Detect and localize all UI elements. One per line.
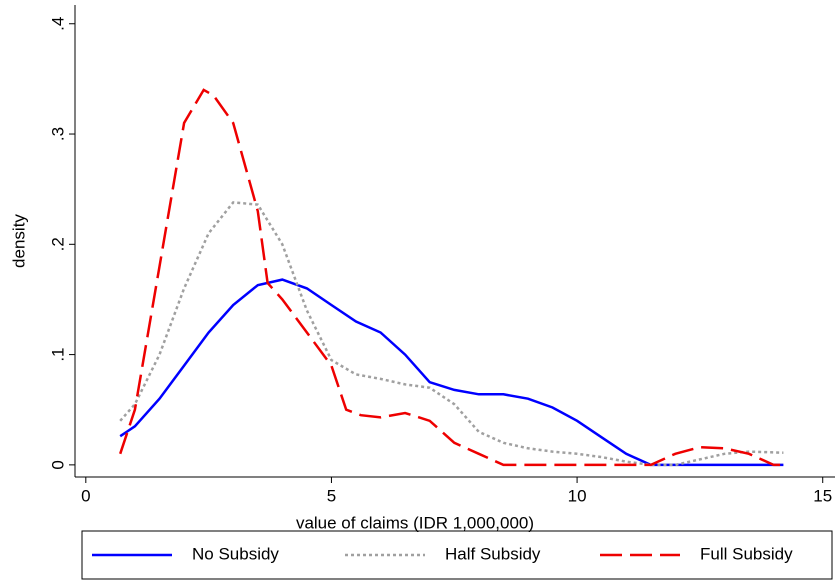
y-tick-label: .2	[48, 237, 67, 251]
x-tick-label: 0	[81, 486, 90, 505]
x-tick-label: 5	[327, 486, 336, 505]
y-tick-label: .3	[48, 127, 67, 141]
density-line	[119, 278, 784, 467]
legend-box	[81, 530, 833, 580]
density-line	[119, 88, 784, 467]
y-tick-label: 0	[48, 460, 67, 469]
legend-label: Full Subsidy	[700, 544, 793, 563]
legend-label: Half Subsidy	[445, 544, 541, 563]
y-tick-label: .4	[48, 17, 67, 31]
x-axis-title: value of claims (IDR 1,000,000)	[296, 513, 534, 532]
density-line	[119, 201, 784, 467]
legend-label: No Subsidy	[192, 544, 279, 563]
y-axis-title: density	[9, 214, 28, 268]
y-tick-label: .1	[48, 347, 67, 361]
x-tick-label: 10	[568, 486, 587, 505]
x-tick-label: 15	[813, 486, 832, 505]
